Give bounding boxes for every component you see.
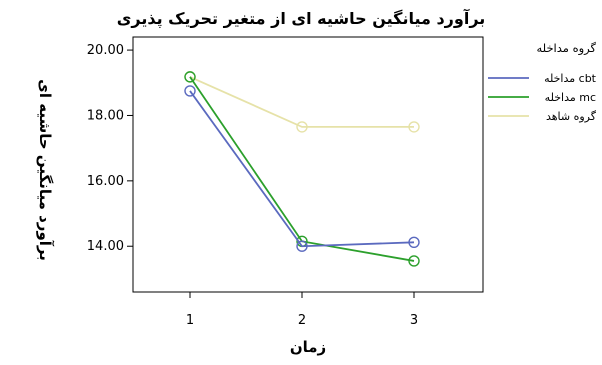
y-tick-label: 14.00 bbox=[87, 239, 124, 254]
legend-label: مداخله mc bbox=[545, 91, 596, 104]
x-tick-label: 2 bbox=[298, 313, 306, 328]
data-point-marker bbox=[408, 121, 420, 133]
x-axis-label: زمان bbox=[290, 338, 326, 356]
series-line bbox=[189, 76, 415, 262]
chart-title: برآورد میانگین حاشیه ای از متغیر تحریک پ… bbox=[117, 8, 486, 29]
y-axis-label: برآورد میانگین حاشیه ای bbox=[36, 79, 54, 261]
data-point-marker bbox=[296, 121, 308, 133]
series-layer bbox=[184, 71, 420, 267]
legend: گروه مداخله مداخله cbt مداخله mc گروه شاهد bbox=[488, 41, 597, 123]
legend-label: گروه شاهد bbox=[546, 110, 597, 123]
data-point-marker bbox=[184, 71, 196, 83]
plot-frame bbox=[132, 36, 484, 293]
x-tick-label: 1 bbox=[186, 313, 194, 328]
y-tick-label: 20.00 bbox=[87, 43, 124, 58]
x-tick-label: 3 bbox=[410, 313, 418, 328]
data-point-marker bbox=[296, 240, 308, 252]
data-point-marker bbox=[408, 236, 420, 249]
series-line bbox=[189, 76, 414, 128]
legend-label: مداخله cbt bbox=[544, 72, 597, 85]
x-axis: 1 2 3 bbox=[186, 292, 418, 328]
y-tick-label: 16.00 bbox=[87, 174, 124, 189]
y-axis: 14.00 16.00 18.00 20.00 bbox=[87, 43, 133, 254]
y-tick-label: 18.00 bbox=[87, 108, 124, 123]
series-line bbox=[189, 90, 415, 248]
legend-title: گروه مداخله bbox=[536, 41, 596, 56]
data-point-marker bbox=[184, 85, 196, 97]
data-point-marker bbox=[408, 255, 420, 267]
